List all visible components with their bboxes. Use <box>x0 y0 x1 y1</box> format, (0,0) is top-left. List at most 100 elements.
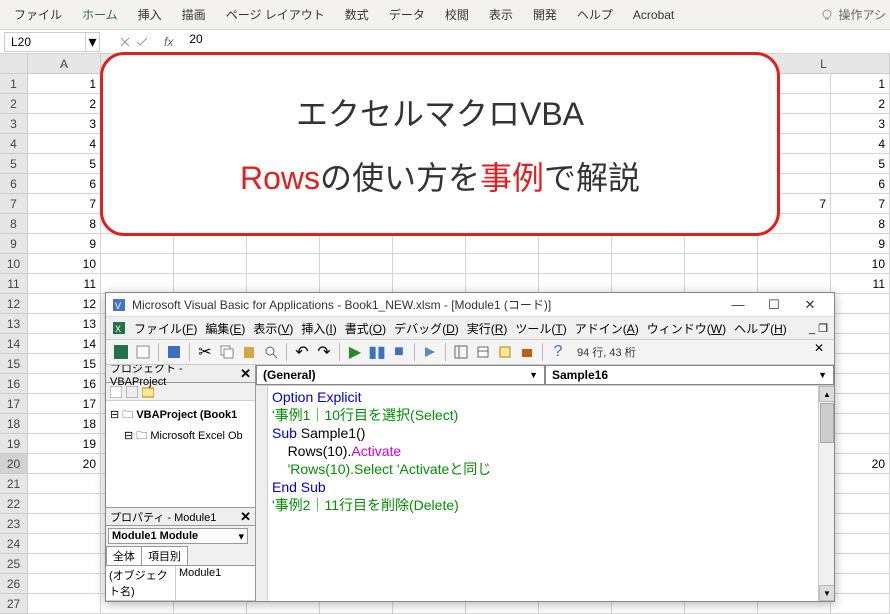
col-header[interactable]: A <box>28 54 101 73</box>
mdi-close-button[interactable]: ✕ <box>814 341 824 355</box>
cell[interactable]: 2 <box>831 94 890 114</box>
formula-input[interactable]: 20 <box>183 32 886 52</box>
scroll-down-icon[interactable]: ▼ <box>819 585 834 601</box>
row-header[interactable]: 14 <box>0 334 28 354</box>
vertical-scrollbar[interactable]: ▲ ▼ <box>818 386 834 601</box>
ribbon-tab-view[interactable]: 表示 <box>479 2 523 27</box>
cell[interactable] <box>831 354 890 374</box>
cell[interactable] <box>247 254 320 274</box>
vbe-menu-e[interactable]: 編集(E) <box>201 322 249 336</box>
cell[interactable] <box>539 234 612 254</box>
cell[interactable]: 7 <box>28 194 101 214</box>
cell[interactable] <box>831 414 890 434</box>
copy-icon[interactable] <box>218 343 236 361</box>
ribbon-tab-pagelayout[interactable]: ページ レイアウト <box>216 2 335 27</box>
paste-icon[interactable] <box>240 343 258 361</box>
excel-return-icon[interactable]: X <box>112 321 126 335</box>
object-dropdown[interactable]: (General)▼ <box>256 365 545 385</box>
mdi-restore-button[interactable]: _ ❐ <box>809 322 828 335</box>
tell-me-search[interactable]: 操作アシ <box>820 6 886 23</box>
close-button[interactable]: ✕ <box>792 297 828 313</box>
vbe-menu-i[interactable]: 挿入(I) <box>297 322 340 336</box>
cell[interactable]: 9 <box>831 234 890 254</box>
row-header[interactable]: 20 <box>0 454 28 474</box>
cell[interactable] <box>831 594 890 614</box>
cell[interactable] <box>393 254 466 274</box>
project-tree[interactable]: ⊟ 🗀 VBAProject (Book1 ⊟ 🗀 Microsoft Exce… <box>106 401 255 507</box>
vbe-menu-o[interactable]: 書式(O) <box>341 322 390 336</box>
vbe-menu-v[interactable]: 表示(V) <box>249 322 297 336</box>
row-header[interactable]: 2 <box>0 94 28 114</box>
ribbon-tab-developer[interactable]: 開発 <box>523 2 567 27</box>
cell[interactable] <box>28 474 101 494</box>
find-icon[interactable] <box>262 343 280 361</box>
cell[interactable] <box>831 294 890 314</box>
cell[interactable] <box>539 254 612 274</box>
cell[interactable] <box>466 274 539 294</box>
cell[interactable] <box>28 574 101 594</box>
cell[interactable] <box>831 374 890 394</box>
view-object-icon[interactable] <box>126 386 138 398</box>
vbe-menu-d[interactable]: デバッグ(D) <box>390 322 463 336</box>
row-header[interactable]: 9 <box>0 234 28 254</box>
properties-grid[interactable]: (オブジェクト名)Module1 <box>106 566 255 601</box>
properties-tab-alpha[interactable]: 全体 <box>106 546 142 565</box>
row-header[interactable]: 17 <box>0 394 28 414</box>
break-icon[interactable]: ▮▮ <box>368 343 386 361</box>
row-header[interactable]: 15 <box>0 354 28 374</box>
properties-pane-close-icon[interactable]: ✕ <box>240 509 251 525</box>
ribbon-tab-formulas[interactable]: 数式 <box>335 2 379 27</box>
cell[interactable] <box>685 234 758 254</box>
row-header[interactable]: 4 <box>0 134 28 154</box>
cell[interactable]: 3 <box>831 114 890 134</box>
cell[interactable] <box>174 234 247 254</box>
vbe-menu-a[interactable]: アドイン(A) <box>571 322 643 336</box>
cell[interactable] <box>393 274 466 294</box>
procedure-dropdown[interactable]: Sample16▼ <box>545 365 834 385</box>
vbe-menu-t[interactable]: ツール(T) <box>511 322 570 336</box>
cell[interactable] <box>831 514 890 534</box>
cell[interactable]: 1 <box>831 74 890 94</box>
scroll-up-icon[interactable]: ▲ <box>819 386 834 402</box>
cell[interactable]: 3 <box>28 114 101 134</box>
ribbon-tab-insert[interactable]: 挿入 <box>128 2 172 27</box>
cell[interactable] <box>101 274 174 294</box>
cell[interactable]: 2 <box>28 94 101 114</box>
cell[interactable] <box>466 234 539 254</box>
cell[interactable]: 18 <box>28 414 101 434</box>
cell[interactable]: 5 <box>831 154 890 174</box>
cell[interactable]: 20 <box>28 454 101 474</box>
row-header[interactable]: 21 <box>0 474 28 494</box>
ribbon-tab-acrobat[interactable]: Acrobat <box>623 4 684 26</box>
redo-icon[interactable]: ↷ <box>315 343 333 361</box>
toggle-folders-icon[interactable] <box>142 386 154 398</box>
row-header[interactable]: 5 <box>0 154 28 174</box>
cell[interactable] <box>393 234 466 254</box>
row-header[interactable]: 18 <box>0 414 28 434</box>
cell[interactable] <box>247 234 320 254</box>
row-header[interactable]: 25 <box>0 554 28 574</box>
cell[interactable] <box>612 234 685 254</box>
minimize-button[interactable]: — <box>720 297 756 312</box>
cell[interactable]: 15 <box>28 354 101 374</box>
cell[interactable] <box>320 274 393 294</box>
cell[interactable] <box>466 254 539 274</box>
row-header[interactable]: 16 <box>0 374 28 394</box>
cell[interactable]: 10 <box>28 254 101 274</box>
cell[interactable] <box>539 274 612 294</box>
help-icon[interactable]: ? <box>549 343 567 361</box>
row-header[interactable]: 6 <box>0 174 28 194</box>
cancel-icon[interactable] <box>120 37 130 47</box>
row-header[interactable]: 10 <box>0 254 28 274</box>
row-header[interactable]: 1 <box>0 74 28 94</box>
row-header[interactable]: 23 <box>0 514 28 534</box>
project-pane-close-icon[interactable]: ✕ <box>240 366 251 382</box>
save-icon[interactable] <box>165 343 183 361</box>
name-box[interactable]: L20 <box>4 32 86 52</box>
properties-object-dropdown[interactable]: Module1 Module▾ <box>108 528 248 544</box>
row-header[interactable]: 27 <box>0 594 28 614</box>
view-code-icon[interactable] <box>110 386 122 398</box>
ribbon-tab-help[interactable]: ヘルプ <box>567 2 623 27</box>
cell[interactable] <box>28 514 101 534</box>
cell[interactable]: 5 <box>28 154 101 174</box>
